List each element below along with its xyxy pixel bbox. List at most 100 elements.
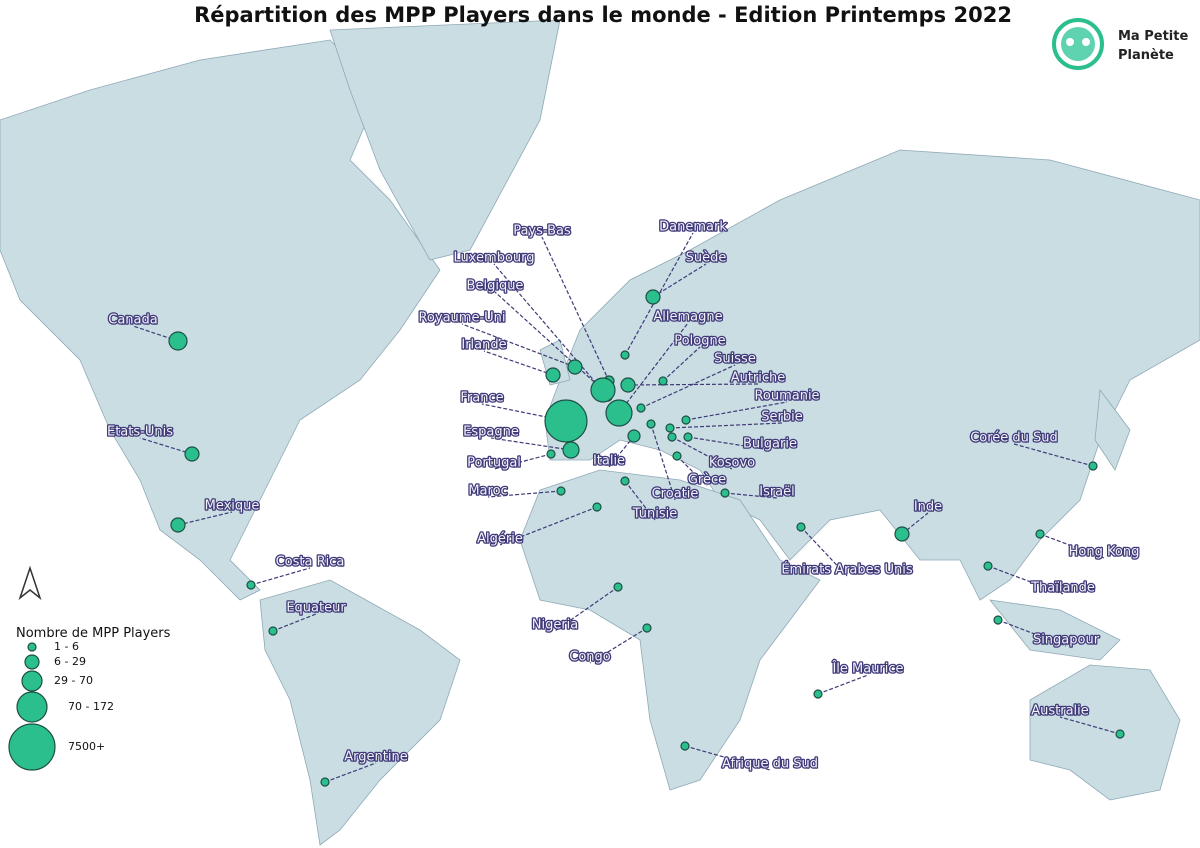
leader-line: [499, 506, 598, 546]
country-label: Inde: [914, 500, 942, 515]
country-label: Grèce: [688, 473, 726, 488]
logo-text: Ma Petite: [1118, 29, 1188, 44]
leader-line: [640, 364, 736, 409]
leader-line: [669, 422, 783, 429]
country-label: Croatie: [652, 487, 699, 502]
leader-line: [554, 586, 619, 632]
legend-label: 70 - 172: [68, 700, 114, 713]
country-marker: [642, 623, 652, 633]
legend-label: 7500+: [68, 740, 105, 753]
country-label: Roumanie: [754, 389, 819, 404]
country-label: Hong Kong: [1069, 545, 1140, 560]
country-marker: [796, 522, 806, 532]
leader-line: [724, 492, 778, 499]
leader-line: [997, 619, 1067, 647]
leader-line: [1013, 443, 1094, 467]
country-marker: [665, 423, 675, 433]
country-label: Kosovo: [709, 456, 755, 471]
country-marker: [556, 486, 566, 496]
legend-symbol: [16, 691, 48, 723]
country-label: Autriche: [731, 371, 786, 386]
country-label: Canada: [108, 313, 157, 328]
leader-line: [1059, 716, 1121, 735]
leader-line: [676, 455, 708, 487]
country-marker: [620, 350, 630, 360]
country-marker: [592, 502, 602, 512]
country-label: Italie: [593, 454, 625, 469]
country-marker: [170, 517, 186, 533]
leader-line: [901, 512, 929, 535]
leader-line: [800, 526, 848, 577]
country-marker: [246, 580, 256, 590]
leader-line: [250, 567, 311, 586]
country-label: Pologne: [674, 334, 725, 349]
leader-line: [589, 627, 648, 664]
legend-symbol: [24, 654, 40, 670]
country-label: Pays-Bas: [513, 224, 571, 239]
country-marker: [983, 561, 993, 571]
country-marker: [620, 377, 636, 393]
country-label: Île Maurice: [831, 661, 903, 677]
country-marker: [1035, 529, 1045, 539]
country-marker: [667, 432, 677, 442]
country-marker: [894, 526, 910, 542]
leader-line: [461, 323, 576, 368]
country-label: Bulgarie: [743, 437, 797, 452]
leader-line: [493, 453, 552, 470]
leader-line: [817, 674, 869, 695]
country-label: Algérie: [477, 532, 523, 547]
country-marker: [993, 615, 1003, 625]
leader-line: [1039, 533, 1105, 559]
country-label: Tunisie: [632, 507, 677, 522]
leader-line: [687, 436, 771, 451]
country-label: Émirats Arabes Unis: [781, 562, 913, 578]
country-label: Portugal: [467, 456, 521, 471]
country-label: Mexique: [205, 499, 260, 514]
country-label: France: [460, 391, 503, 406]
country-marker: [545, 367, 561, 383]
leader-line: [493, 263, 609, 398]
country-marker: [658, 376, 668, 386]
logo-eye: [1066, 38, 1074, 46]
logo: Ma Petite Planète: [1052, 18, 1188, 70]
country-label: Espagne: [463, 425, 519, 440]
leader-line: [624, 480, 656, 521]
leader-line: [139, 437, 193, 455]
country-marker: [620, 476, 630, 486]
logo-face: [1061, 27, 1095, 61]
country-label: Israël: [759, 485, 795, 500]
country-marker: [605, 399, 633, 427]
country-label: Argentine: [344, 750, 407, 765]
country-label: Costa Rica: [276, 555, 345, 570]
legend-title: Nombre de MPP Players: [16, 626, 171, 641]
country-marker: [813, 689, 823, 699]
leader-line: [490, 437, 572, 451]
country-label: Singapour: [1033, 633, 1100, 648]
country-marker: [268, 626, 278, 636]
leader-line: [272, 613, 317, 632]
leader-line: [618, 322, 689, 414]
country-label: Irlande: [461, 338, 506, 353]
logo-text: Planète: [1118, 48, 1174, 63]
country-label: Congo: [569, 650, 611, 665]
country-marker: [168, 331, 188, 351]
country-marker: [672, 451, 682, 461]
country-label: Suède: [686, 251, 727, 266]
country-marker: [590, 377, 616, 403]
country-label: Equateur: [286, 601, 346, 616]
country-marker: [645, 289, 661, 305]
country-label: Nigeria: [532, 618, 579, 633]
leader-line: [652, 263, 707, 298]
country-label: Corée du Sud: [970, 431, 1058, 446]
country-marker: [562, 441, 580, 459]
country-marker: [681, 415, 691, 425]
country-marker: [720, 488, 730, 498]
leader-line: [177, 511, 233, 526]
leader-line: [987, 565, 1064, 595]
leader-line: [662, 346, 701, 382]
legend-label: 6 - 29: [54, 655, 86, 668]
leader-line: [627, 383, 759, 386]
north-arrow: [18, 565, 42, 601]
leader-line: [324, 762, 377, 783]
